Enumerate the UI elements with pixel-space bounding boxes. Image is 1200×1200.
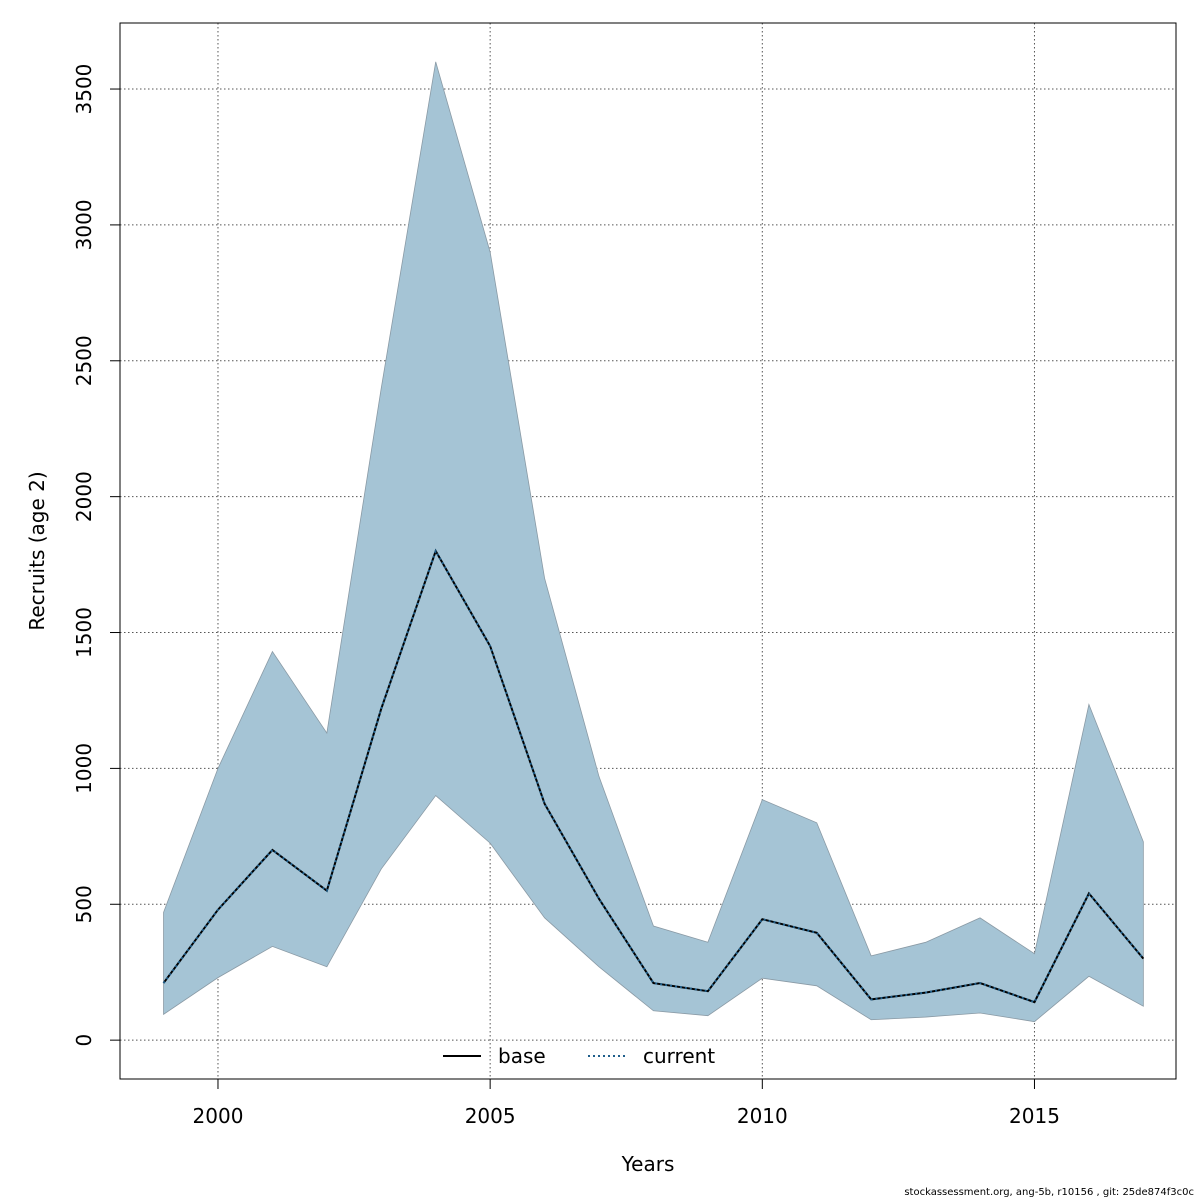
x-tick-label: 2005 — [465, 1104, 516, 1128]
legend-label-current: current — [643, 1044, 715, 1068]
y-tick-label: 500 — [72, 885, 96, 923]
legend-label-base: base — [498, 1044, 546, 1068]
plot-frame — [119, 22, 1177, 1080]
x-tick-label: 2000 — [193, 1104, 244, 1128]
y-tick-label: 3500 — [72, 64, 96, 115]
y-tick-label: 2500 — [72, 335, 96, 386]
axes-layer: 2000 2005 2010 2015 0 500 1000 1500 2000 2500 3000… — [72, 64, 1060, 1128]
y-tick-label: 3000 — [72, 199, 96, 250]
series-lines-layer — [162, 548, 1145, 1004]
x-tick-label: 2015 — [1009, 1104, 1060, 1128]
confidence-band — [163, 61, 1144, 1023]
y-tick-label: 1000 — [72, 743, 96, 794]
y-tick-label: 1500 — [72, 607, 96, 658]
confidence-band-layer — [163, 61, 1144, 1023]
y-axis-title: Recruits (age 2) — [25, 471, 49, 630]
legend: base current — [443, 1044, 715, 1068]
footer-credit: stockassessment.org, ang-5b, r10156 , gi… — [904, 1187, 1194, 1198]
y-tick-label: 0 — [72, 1034, 96, 1047]
x-axis-title: Years — [621, 1152, 675, 1176]
y-tick-label: 2000 — [72, 471, 96, 522]
x-tick-label: 2010 — [737, 1104, 788, 1128]
